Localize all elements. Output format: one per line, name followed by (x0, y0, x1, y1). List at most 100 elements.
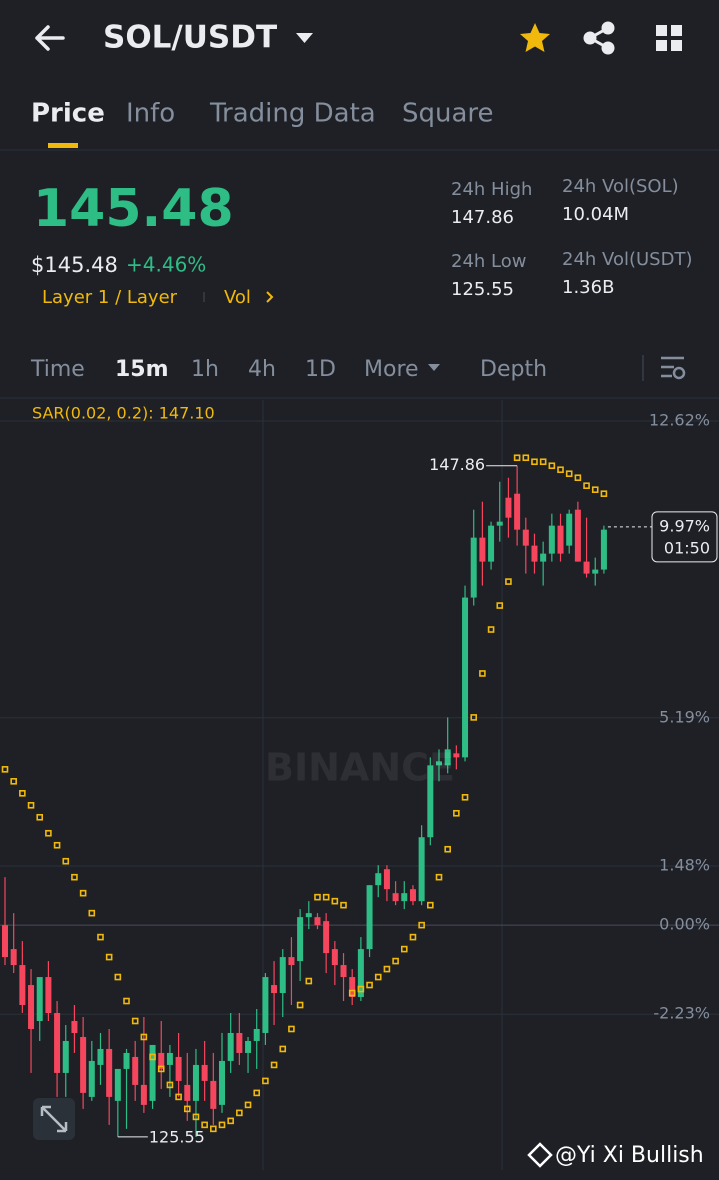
sar-dot (149, 1053, 156, 1061)
y-tick-label: -2.23% (653, 1004, 710, 1023)
grid-menu[interactable] (656, 25, 682, 51)
tab[interactable]: Square (402, 99, 494, 129)
sar-dot (183, 1105, 191, 1113)
candle-body (106, 1048, 113, 1097)
candle-body (227, 1032, 234, 1061)
credit-logo (527, 1142, 553, 1168)
interval-tab[interactable]: Time (30, 357, 85, 382)
interval-tab[interactable]: 4h (248, 357, 276, 382)
sar-dot (470, 714, 478, 721)
candle-body (470, 537, 477, 598)
share-button[interactable] (583, 21, 615, 55)
candle-body (548, 525, 555, 554)
sar-dot (496, 602, 504, 609)
sar-dot (574, 474, 582, 482)
candle-body (566, 513, 573, 546)
tab-indicator (48, 143, 78, 148)
category-tag[interactable]: Layer 1 / Layer (42, 287, 178, 308)
interval-tab[interactable]: Depth (480, 357, 547, 382)
candle-body (45, 977, 52, 1014)
interval-tab[interactable]: More (364, 357, 419, 382)
sar-dot (157, 1065, 165, 1073)
sar-dot (19, 790, 26, 797)
interval-tab[interactable]: 15m (115, 357, 169, 382)
stat-label: 24h High (451, 179, 532, 200)
sar-dot (314, 893, 321, 901)
sar-dot (71, 873, 78, 881)
sar-dot (392, 957, 399, 965)
sar-dot (45, 829, 52, 837)
sar-dot (1, 766, 9, 773)
sar-dot (236, 1109, 243, 1117)
sar-dot (479, 670, 486, 677)
sar-dot (513, 454, 521, 462)
tab[interactable]: Info (126, 99, 175, 129)
candle-body (427, 765, 434, 838)
candle-body (288, 957, 295, 966)
last-price: 145.48 (33, 179, 234, 239)
sar-dot (218, 1121, 226, 1129)
sar-dot (140, 1033, 148, 1041)
candle-body (462, 597, 469, 758)
candle-body (444, 749, 451, 766)
chart-settings[interactable] (661, 356, 686, 380)
low-label: 125.55 (149, 1127, 205, 1146)
price-usd: $145.48 (31, 253, 118, 277)
candle-body (140, 1084, 147, 1105)
sar-dot (366, 981, 373, 989)
indicator-label: SAR(0.02, 0.2): 147.10 (32, 404, 215, 423)
sar-dot (600, 490, 608, 498)
sar-dot (192, 1113, 200, 1121)
stat-label: 24h Vol(SOL) (562, 176, 679, 197)
sar-dot (383, 965, 391, 973)
sar-dot (105, 953, 113, 961)
candle-body (409, 889, 416, 902)
sar-dot (435, 873, 443, 881)
sar-dot (331, 897, 339, 905)
pair-dropdown[interactable] (296, 33, 313, 43)
sar-dot (357, 985, 365, 993)
candle-body (383, 869, 390, 890)
sar-dot (461, 793, 469, 801)
candle-body (97, 1048, 104, 1065)
sar-dot (296, 1001, 304, 1009)
high-label: 147.86 (429, 455, 485, 474)
tab[interactable]: Price (31, 99, 105, 129)
candle-body (583, 561, 590, 574)
candle-body (19, 965, 26, 1006)
candle-body (531, 545, 538, 562)
candle-body (158, 1052, 165, 1069)
sar-dot (374, 973, 382, 981)
sar-dot (10, 778, 17, 785)
sar-dot (548, 462, 556, 470)
candle-body (201, 1064, 208, 1081)
sar-dot (418, 921, 425, 929)
candle-body (28, 985, 35, 1029)
candle-body (592, 569, 599, 574)
candle-body (453, 753, 460, 758)
sar-dot (505, 578, 512, 585)
candle-body (175, 1056, 182, 1081)
interval-tab[interactable]: 1h (191, 357, 219, 382)
sar-dot (210, 1125, 217, 1133)
back-button[interactable] (35, 25, 65, 51)
pair-title[interactable]: SOL/USDT (103, 20, 277, 56)
sar-dot (427, 901, 434, 909)
price-label: 9.97% (659, 516, 710, 535)
candle-body (62, 1040, 69, 1073)
stat-label: 24h Low (451, 251, 526, 272)
vol-link[interactable]: Vol (224, 287, 251, 308)
candle-body (314, 917, 321, 926)
favorite-star[interactable] (520, 23, 550, 52)
candle-body (297, 917, 304, 962)
sar-dot (36, 813, 44, 821)
sar-dot (522, 454, 530, 462)
candle-body (305, 913, 312, 918)
candle-body (88, 1060, 95, 1097)
interval-tab[interactable]: 1D (305, 357, 336, 382)
watermark: BINANCE (265, 746, 455, 790)
tab[interactable]: Trading Data (209, 99, 376, 129)
candle-body (340, 965, 347, 978)
sar-dot (340, 901, 347, 909)
sar-dot (201, 1121, 208, 1129)
